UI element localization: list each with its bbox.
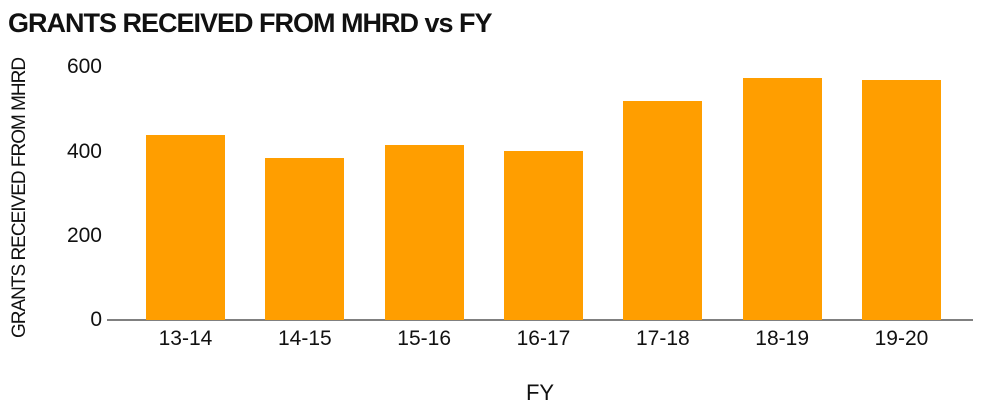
y-axis-ticks: 0 200 400 600 bbox=[0, 0, 102, 412]
bar-14-15 bbox=[265, 157, 345, 320]
x-tick-label-15-16: 15-16 bbox=[397, 327, 452, 350]
y-tick-label-400: 400 bbox=[66, 139, 102, 163]
bar-16-17 bbox=[504, 150, 583, 320]
x-tick-label-17-18: 17-18 bbox=[635, 327, 690, 350]
x-axis-line bbox=[107, 319, 973, 321]
bar-13-14 bbox=[146, 134, 225, 320]
x-tick-label-19-20: 19-20 bbox=[874, 327, 929, 350]
y-tick-label-600: 600 bbox=[66, 55, 102, 79]
x-axis-title: FY bbox=[525, 380, 555, 405]
y-tick-label-200: 200 bbox=[66, 223, 102, 247]
x-tick-label-14-15: 14-15 bbox=[277, 327, 332, 350]
y-tick-label-0: 0 bbox=[90, 308, 102, 331]
x-tick-label-13-14: 13-14 bbox=[158, 327, 213, 350]
chart-title: GRANTS RECEIVED FROM MHRD vs FY bbox=[8, 8, 493, 38]
bar-15-16 bbox=[384, 145, 464, 320]
bar-19-20 bbox=[862, 80, 941, 320]
x-tick-label-16-17: 16-17 bbox=[516, 327, 571, 350]
bar-18-19 bbox=[742, 77, 822, 320]
plot-area: 13-14 14-15 15-16 16-17 17-18 18-19 19-20 bbox=[107, 60, 973, 350]
bar-17-18 bbox=[623, 101, 703, 320]
x-tick-label-18-19: 18-19 bbox=[755, 327, 810, 350]
